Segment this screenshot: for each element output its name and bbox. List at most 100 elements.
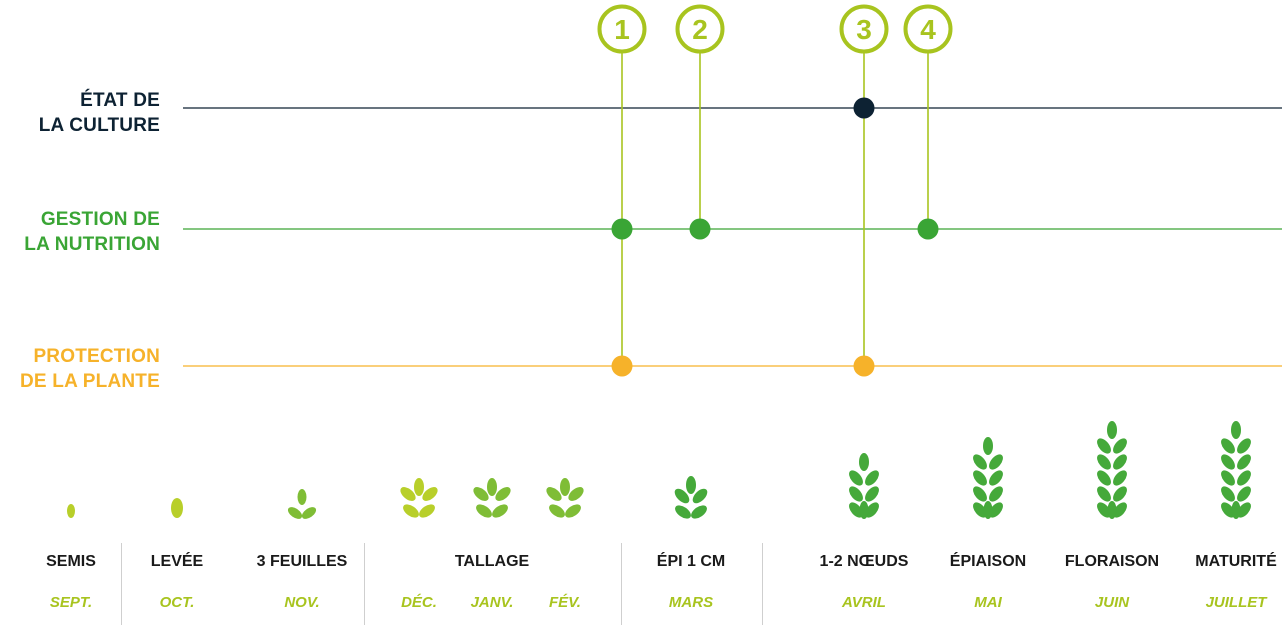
leaf xyxy=(674,488,690,504)
stage-label: TALLAGE xyxy=(454,553,530,570)
leaf xyxy=(287,507,303,519)
leaf xyxy=(859,453,869,471)
marker-circle xyxy=(839,4,889,54)
leaf xyxy=(691,505,707,519)
plant-icon-tillering xyxy=(546,478,584,518)
leaf xyxy=(849,502,863,518)
leaf xyxy=(989,470,1003,486)
stage-label: LEVÉE xyxy=(150,553,204,570)
leaf xyxy=(1221,470,1235,486)
leaf xyxy=(1237,502,1251,518)
leaf xyxy=(989,486,1003,502)
leaf xyxy=(487,478,497,496)
stage-label: SEMIS xyxy=(46,553,96,570)
row-label-protection-line2: DE LA PLANTE xyxy=(20,371,160,392)
leaf xyxy=(301,507,317,519)
marker-circle xyxy=(675,4,725,54)
leaf xyxy=(495,487,511,501)
row-label-culture-line2: LA CULTURE xyxy=(38,115,160,136)
plant-icon-tillering xyxy=(473,478,511,518)
leaf xyxy=(1107,421,1117,439)
intervention-dot-protection xyxy=(611,355,633,377)
row-label-culture: ÉTAT DE LA CULTURE xyxy=(0,88,160,138)
plant-icon-heading xyxy=(973,437,1003,519)
stage-separator xyxy=(762,543,763,625)
leaf xyxy=(849,470,863,486)
stage-separator xyxy=(621,543,622,625)
plant-icon-seed xyxy=(171,498,183,518)
row-label-nutrition: GESTION DE LA NUTRITION xyxy=(0,207,160,257)
leaf xyxy=(67,504,75,518)
leaf xyxy=(171,498,183,518)
leaf xyxy=(492,504,508,518)
marker-number: 2 xyxy=(692,14,708,45)
leaf xyxy=(1097,454,1111,470)
leaf xyxy=(297,489,307,505)
row-label-protection-line1: PROTECTION xyxy=(33,346,160,367)
leaf xyxy=(1237,470,1251,486)
leaf xyxy=(473,487,489,501)
leaf xyxy=(1107,501,1117,519)
row-label-nutrition-line1: GESTION DE xyxy=(40,209,160,230)
intervention-dot-nutrition xyxy=(689,218,711,240)
stage-label: 3 FEUILLES xyxy=(256,553,348,570)
leaf xyxy=(400,487,416,501)
leaf xyxy=(1097,470,1111,486)
marker-number: 1 xyxy=(614,14,630,45)
leaf xyxy=(1097,438,1111,454)
plant-icon-tillering xyxy=(400,478,438,518)
leaf xyxy=(865,502,879,518)
leaf xyxy=(1231,421,1241,439)
intervention-dot-nutrition xyxy=(917,218,939,240)
leaf xyxy=(1221,454,1235,470)
leaf xyxy=(1097,486,1111,502)
leaf xyxy=(419,504,435,518)
leaf xyxy=(973,502,987,518)
leaf xyxy=(549,504,565,518)
leaf xyxy=(1237,454,1251,470)
leaf xyxy=(1113,502,1127,518)
leaf xyxy=(973,470,987,486)
month-label: NOV. xyxy=(284,594,320,611)
month-label: JUILLET xyxy=(1205,594,1267,611)
leaf xyxy=(476,504,492,518)
leaf xyxy=(1221,502,1235,518)
marker-circle xyxy=(903,4,953,54)
intervention-dot-protection xyxy=(853,355,875,377)
leaf xyxy=(983,501,993,519)
stage-separator xyxy=(121,543,122,625)
leaf xyxy=(414,478,424,496)
leaf xyxy=(973,454,987,470)
leaf xyxy=(1113,454,1127,470)
leaf xyxy=(692,488,708,504)
plant-icon-three-leaves xyxy=(287,489,317,519)
leaf xyxy=(546,487,562,501)
marker-number: 3 xyxy=(856,14,872,45)
plant-icon-nodes xyxy=(849,453,879,519)
leaf xyxy=(1113,486,1127,502)
leaf xyxy=(1113,470,1127,486)
leaf xyxy=(1097,502,1111,518)
month-label: SEPT. xyxy=(49,594,93,611)
leaf xyxy=(1231,501,1241,519)
month-label: JUIN xyxy=(1094,594,1130,611)
leaf xyxy=(865,486,879,502)
leaf xyxy=(686,476,696,494)
stage-label: ÉPI 1 CM xyxy=(656,553,726,570)
leaf xyxy=(865,470,879,486)
plant-icon-maturity xyxy=(1221,421,1251,519)
leaf xyxy=(675,505,691,519)
leaf xyxy=(989,454,1003,470)
stage-label: 1-2 NŒUDS xyxy=(819,553,909,570)
month-label: FÉV. xyxy=(549,594,581,611)
leaf xyxy=(1237,486,1251,502)
leaf xyxy=(859,501,869,519)
leaf xyxy=(403,504,419,518)
leaf xyxy=(568,487,584,501)
leaf xyxy=(973,486,987,502)
intervention-dot-culture xyxy=(853,97,875,119)
leaf xyxy=(1113,438,1127,454)
leaf xyxy=(983,437,993,455)
stage-separator xyxy=(364,543,365,625)
